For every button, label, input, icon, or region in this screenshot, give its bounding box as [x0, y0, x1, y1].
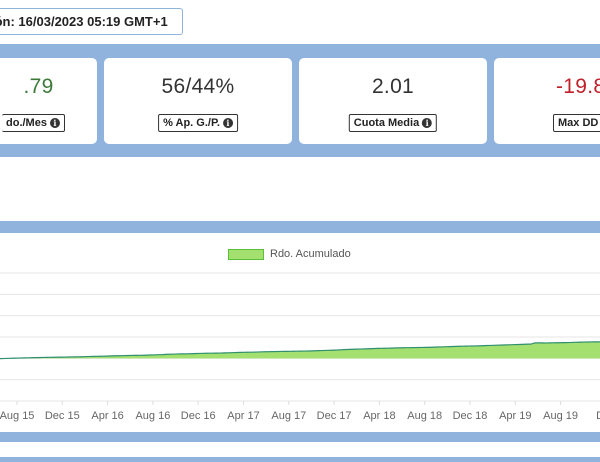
x-tick-label: Apr 19: [499, 410, 531, 422]
stat-card-monthly-result: .79 do./Mes i: [0, 58, 97, 144]
last-update-box: ión: 16/03/2023 05:19 GMT+1: [0, 8, 183, 35]
x-tick-label: Dec: [596, 410, 600, 422]
x-tick-label: Dec 16: [181, 410, 216, 422]
chart-top-band: [0, 221, 600, 233]
info-icon[interactable]: i: [222, 118, 233, 128]
x-tick-label: Apr 18: [363, 410, 395, 422]
last-update-text: ión: 16/03/2023 05:19 GMT+1: [0, 14, 168, 29]
stat-card-win-loss-ratio: 56/44% % Ap. G./P. i: [104, 58, 292, 144]
info-icon[interactable]: i: [422, 118, 433, 128]
x-tick-label: Apr 16: [91, 410, 123, 422]
stat-value-max-drawdown: -19.8: [556, 75, 600, 98]
stat-label-max-drawdown[interactable]: Max DD: [553, 114, 600, 132]
cumulative-result-chart: Rdo. Acumulado Aug 15 Dec 15 Apr 16 Aug 16 D…: [0, 233, 600, 431]
chart-svg: Aug 15 Dec 15 Apr 16 Aug 16 Dec 16 Apr 17 Aug …: [0, 272, 600, 422]
x-tick-label: Aug 18: [407, 410, 442, 422]
chart-legend[interactable]: Rdo. Acumulado: [228, 248, 351, 260]
stat-card-average-odds: 2.01 Cuota Media i: [299, 58, 487, 144]
next-section-band: [0, 457, 600, 462]
x-tick-label: Aug 15: [0, 410, 34, 422]
info-icon[interactable]: i: [49, 118, 60, 128]
stat-label-win-loss-ratio[interactable]: % Ap. G./P. i: [158, 114, 238, 132]
series-area-cumulative[interactable]: [0, 341, 600, 359]
x-tick-label: Apr 17: [227, 410, 259, 422]
x-tick-label: Dec 15: [45, 410, 80, 422]
chart-bottom-band: [0, 432, 600, 442]
stat-label-monthly-result[interactable]: do./Mes i: [2, 114, 65, 132]
legend-swatch: [228, 248, 264, 260]
x-tick-label: Dec 17: [317, 410, 352, 422]
series-line-cumulative: [0, 341, 600, 360]
x-tick-label: Dec 18: [453, 410, 488, 422]
stat-card-max-drawdown: -19.8 Max DD: [494, 58, 600, 144]
stat-value-win-loss-ratio: 56/44%: [161, 75, 235, 98]
stat-value-average-odds: 2.01: [371, 75, 415, 98]
x-tick-label: Aug 19: [543, 410, 578, 422]
legend-label: Rdo. Acumulado: [270, 248, 351, 260]
x-tick-label: Aug 17: [271, 410, 306, 422]
stat-value-monthly-result: .79: [23, 75, 54, 98]
x-tick-label: Aug 16: [135, 410, 170, 422]
stat-label-average-odds[interactable]: Cuota Media i: [348, 114, 438, 132]
